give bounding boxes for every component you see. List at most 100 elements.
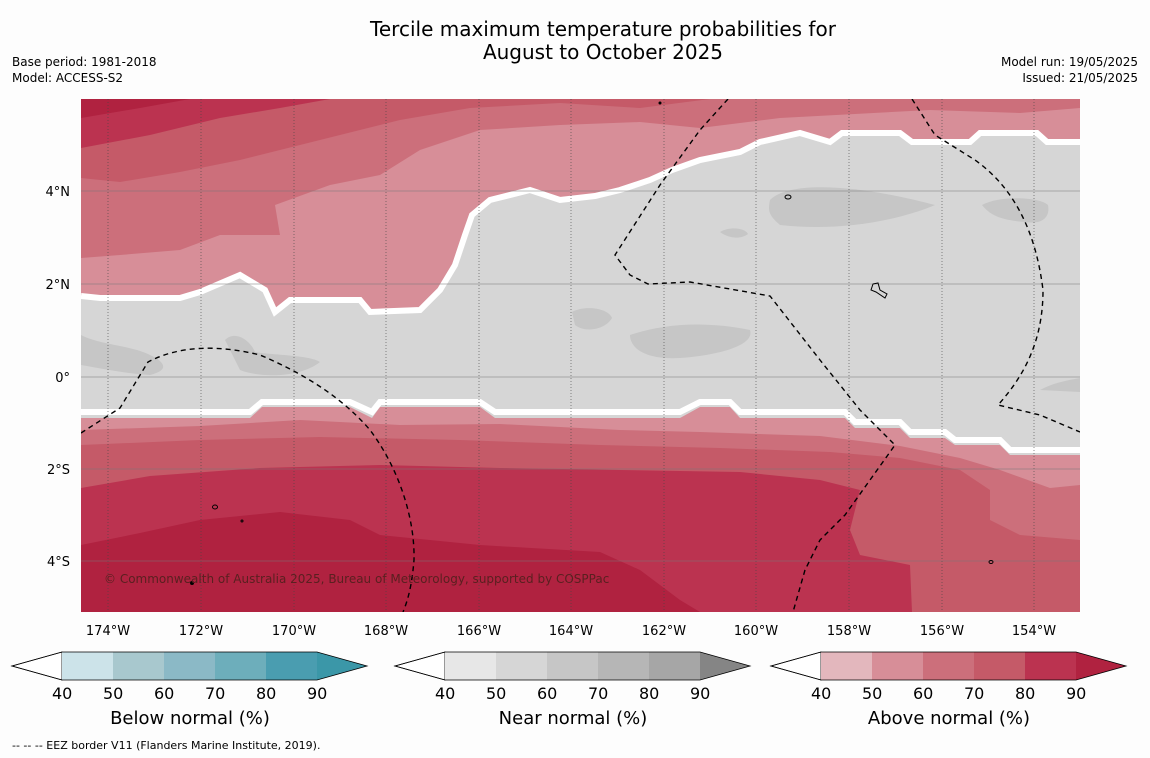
near-normal-60-patch-1 xyxy=(769,187,935,228)
near-normal-60-patch-2 xyxy=(982,198,1049,223)
colorbar-swatch xyxy=(547,652,598,680)
tick-label: 60 xyxy=(913,684,934,703)
copyright-notice: © Commonwealth of Australia 2025, Bureau… xyxy=(104,572,609,586)
north-above-60 xyxy=(81,99,1080,258)
lon-label: 162°W xyxy=(642,624,686,639)
tick-label: 40 xyxy=(435,684,456,703)
colorbar-swatch xyxy=(215,652,266,680)
colorbar-swatch xyxy=(62,652,113,680)
colorbar-outline xyxy=(393,651,752,681)
colorbar-min-extension xyxy=(393,651,446,681)
colorbar-min-extension xyxy=(10,651,63,681)
island-6 xyxy=(190,581,194,585)
base-period-text: Base period: 1981-2018 xyxy=(12,55,157,69)
lon-label: 166°W xyxy=(457,624,501,639)
north-above-90 xyxy=(81,99,190,118)
colorbar-outline xyxy=(10,651,369,681)
near-normal-60-patch-5 xyxy=(572,308,612,330)
model-text: Model: ACCESS-S2 xyxy=(12,71,124,85)
lat-label: 2°N xyxy=(46,278,71,293)
lat-label: 2°S xyxy=(47,463,70,478)
eez-border-central xyxy=(614,99,896,612)
colorbar-max-extension xyxy=(1076,652,1126,680)
near-normal-60-patch-7 xyxy=(225,335,320,376)
colorbar-near xyxy=(393,651,752,681)
colorbar-swatch xyxy=(821,652,872,680)
colorbar-swatch xyxy=(113,652,164,680)
lat-label: 4°N xyxy=(46,185,71,200)
tick-label: 90 xyxy=(1066,684,1087,703)
colorbar-outline xyxy=(769,651,1128,681)
lon-label: 160°W xyxy=(734,624,778,639)
island-4 xyxy=(988,560,994,564)
colorbar-swatch xyxy=(445,652,496,680)
near-normal-60-patch-8 xyxy=(1040,378,1080,392)
colorbar-swatch xyxy=(1025,652,1076,680)
lon-label: 168°W xyxy=(364,624,408,639)
colorbar-swatch xyxy=(164,652,215,680)
lon-label: 154°W xyxy=(1012,624,1056,639)
tick-label: 80 xyxy=(639,684,660,703)
south-above-90 xyxy=(81,512,700,612)
lon-label: 170°W xyxy=(272,624,316,639)
island-7 xyxy=(658,101,662,105)
near-normal-60-patch-3 xyxy=(720,228,748,238)
island-2 xyxy=(870,282,888,299)
tick-label: 80 xyxy=(1015,684,1036,703)
lon-label: 156°W xyxy=(920,624,964,639)
colorbar-swatch xyxy=(266,652,317,680)
colorbar-max-extension xyxy=(317,652,367,680)
colorbar-above xyxy=(769,651,1128,681)
colorbar-swatch xyxy=(649,652,700,680)
chart-title: Tercile maximum temperature probabilitie… xyxy=(0,18,1150,64)
island-1 xyxy=(784,194,792,200)
colorbar-max-extension xyxy=(700,652,750,680)
model-run-text: Model run: 19/05/2025 xyxy=(1000,55,1138,69)
near-normal-60-patch-4 xyxy=(630,324,751,359)
colorbar-above-label: Above normal (%) xyxy=(867,708,1031,729)
islands xyxy=(190,101,994,585)
north-above-80 xyxy=(81,99,330,148)
north-above-70 xyxy=(81,99,710,182)
meta-right: Model run: 19/05/2025 Issued: 21/05/2025 xyxy=(1001,54,1138,86)
island-5 xyxy=(240,519,244,523)
eez-borders xyxy=(81,99,1080,612)
near-normal-60-patch-6 xyxy=(81,335,164,375)
colorbar-swatch xyxy=(923,652,974,680)
graticule xyxy=(81,99,1080,612)
colorbar-swatch xyxy=(974,652,1025,680)
lat-label: 4°S xyxy=(47,555,70,570)
tick-label: 40 xyxy=(811,684,832,703)
colorbar-swatch xyxy=(496,652,547,680)
eez-border-east xyxy=(911,99,1080,433)
tick-label: 40 xyxy=(52,684,73,703)
issued-text: Issued: 21/05/2025 xyxy=(1022,71,1138,85)
lon-label: 174°W xyxy=(86,624,130,639)
lat-label: 0° xyxy=(55,371,70,386)
colorbar-min-extension xyxy=(769,651,822,681)
tick-label: 80 xyxy=(256,684,277,703)
colorbar-below-label: Below normal (%) xyxy=(110,708,270,729)
north-boundary-line xyxy=(81,129,1080,317)
latitude-labels: 4°N 2°N 0° 2°S 4°S xyxy=(46,185,71,570)
colorbar-near-label: Near normal (%) xyxy=(498,708,648,729)
lon-label: 164°W xyxy=(549,624,593,639)
longitude-labels: 174°W 172°W 170°W 168°W 166°W 164°W 162°… xyxy=(86,624,1056,639)
meta-left: Base period: 1981-2018 Model: ACCESS-S2 xyxy=(12,54,157,86)
colorbar-below xyxy=(10,651,369,681)
lon-label: 158°W xyxy=(827,624,871,639)
tick-label: 70 xyxy=(588,684,609,703)
tick-label: 70 xyxy=(205,684,226,703)
tick-label: 90 xyxy=(307,684,328,703)
island-3 xyxy=(212,504,218,510)
tick-label: 60 xyxy=(537,684,558,703)
colorbar-swatch xyxy=(598,652,649,680)
map-field xyxy=(81,99,1080,612)
title-line-1: Tercile maximum temperature probabilitie… xyxy=(370,17,836,41)
south-boundary-line xyxy=(81,399,1080,453)
tick-label: 50 xyxy=(486,684,507,703)
tick-label: 50 xyxy=(862,684,883,703)
tick-label: 50 xyxy=(103,684,124,703)
tick-label: 60 xyxy=(154,684,175,703)
